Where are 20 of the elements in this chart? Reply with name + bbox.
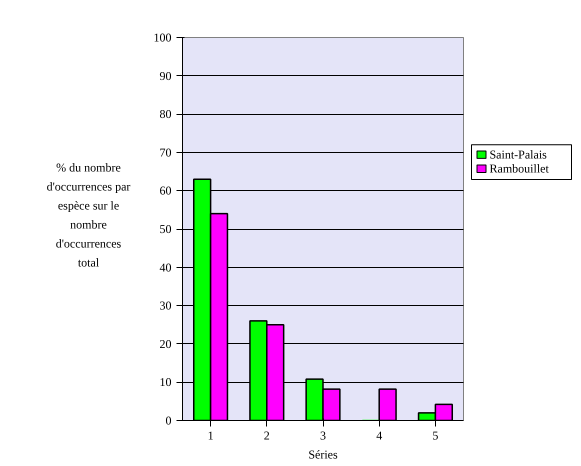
y-tick-label: 50 (160, 222, 172, 236)
y-tick-label: 0 (166, 414, 172, 428)
x-tick-label: 1 (208, 428, 214, 442)
y-tick-label: 10 (160, 375, 172, 390)
y-tick-label: 60 (160, 184, 172, 198)
y-tick-label: 90 (160, 68, 172, 83)
y-axis-title: % du nombre d'occurrences par espèce sur le nombre d'occurrences total (46, 160, 130, 270)
y-tick-label: 40 (160, 260, 172, 274)
y-tick-label: 20 (160, 336, 172, 351)
y-tick-label: 100 (154, 30, 172, 44)
x-axis-title: Séries (308, 448, 338, 462)
x-tick-label: 4 (376, 428, 382, 442)
x-tick-label: 3 (320, 428, 326, 442)
y-tick-label: 30 (160, 298, 172, 313)
x-tick-label: 2 (264, 428, 270, 442)
y-tick-label: 70 (160, 145, 172, 160)
legend-label: Rambouillet (490, 162, 550, 176)
x-tick-label: 5 (432, 428, 438, 442)
y-tick-label: 80 (160, 107, 172, 122)
legend-label: Saint-Palais (490, 148, 548, 162)
